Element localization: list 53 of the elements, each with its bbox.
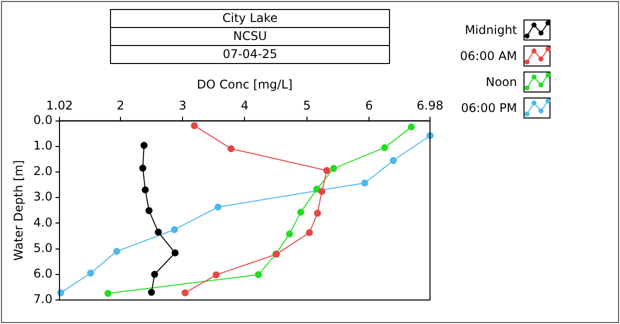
point xyxy=(170,226,178,234)
y-tick-label: 4.0 xyxy=(33,215,52,230)
y-tick-label: 5.0 xyxy=(33,240,52,255)
legend-label: 06:00 AM xyxy=(459,49,517,63)
point xyxy=(142,186,149,194)
chart-subtitle: NCSU xyxy=(110,27,390,46)
point xyxy=(314,210,321,217)
y-tick-label: 0.0 xyxy=(33,112,52,127)
point xyxy=(151,270,158,278)
point xyxy=(330,164,338,172)
x-tick-label: 4 xyxy=(240,98,249,113)
x-tick-label: 6 xyxy=(365,98,373,113)
point xyxy=(297,208,304,216)
point xyxy=(87,270,94,277)
x-axis-title: DO Conc [mg/L] xyxy=(196,77,293,92)
y-tick-label: 3.0 xyxy=(33,190,52,204)
y-tick-label: 6.0 xyxy=(33,266,52,281)
x-tick-label: 3 xyxy=(178,98,186,113)
y-tick-label: 2.0 xyxy=(33,164,52,178)
x-tick-label: 1.02 xyxy=(46,98,73,113)
y-tick-label: 1.0 xyxy=(33,138,52,153)
legend-label: 06:00 PM xyxy=(460,101,517,115)
point xyxy=(228,145,235,152)
point xyxy=(154,228,162,236)
point xyxy=(390,156,397,164)
point xyxy=(146,207,153,214)
point xyxy=(408,123,415,130)
point xyxy=(182,289,189,296)
legend-label: Midnight xyxy=(464,23,517,37)
point xyxy=(139,164,146,172)
point xyxy=(361,180,368,187)
point xyxy=(140,142,148,149)
point xyxy=(254,271,262,278)
text: 07-04-25 xyxy=(110,45,390,64)
chart-title: City Lake xyxy=(110,9,390,28)
point xyxy=(148,288,155,296)
point xyxy=(323,166,330,174)
point xyxy=(212,271,220,278)
point xyxy=(214,204,222,211)
y-tick-label: 7.0 xyxy=(33,292,52,306)
y-axis-title: Water Depth [m] xyxy=(11,160,26,261)
point xyxy=(318,188,326,195)
point xyxy=(190,122,198,130)
x-tick-label: 6.98 xyxy=(416,98,444,113)
point xyxy=(172,249,179,256)
point xyxy=(381,144,388,152)
x-tick-label: 5 xyxy=(303,98,311,113)
legend-label: Noon xyxy=(484,75,517,89)
point xyxy=(286,230,294,238)
point xyxy=(113,248,120,255)
point xyxy=(104,290,112,297)
point xyxy=(306,229,313,236)
x-tick-label: 2 xyxy=(116,98,124,113)
